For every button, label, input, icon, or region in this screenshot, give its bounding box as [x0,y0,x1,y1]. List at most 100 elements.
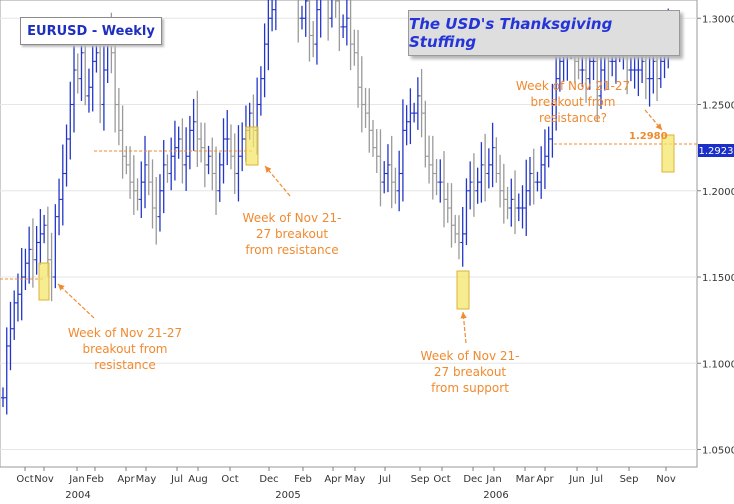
x-year-label: 2006 [483,490,508,501]
ohlc-bar [75,53,80,94]
ohlc-bar [68,81,73,160]
annotation-3: Week of Nov 21- 27 breakout from support [420,349,520,395]
ohlc-bar [143,135,148,209]
ohlc-bar [490,122,495,188]
ohlc-bar [314,0,319,65]
annotation-1: Week of Nov 21-27 breakout from resistan… [67,326,183,372]
ohlc-bar [128,146,133,199]
x-year-label: 2005 [275,490,300,501]
ohlc-bar [382,161,387,194]
x-tick-label: Dec [463,474,482,485]
ohlc-bar [524,159,529,236]
resistance-level-label: 1.2980 [629,131,668,142]
ohlc-bar [427,135,432,184]
ohlc-bar [169,137,174,191]
y-tick-label: 1.1500 [702,273,734,284]
x-tick-label: May [345,474,366,485]
ohlc-bar [658,51,663,88]
ohlc-bar [430,135,435,200]
ohlc-bar [486,148,491,189]
ohlc-bar [453,214,458,244]
ohlc-bar [176,126,181,159]
annotation-arrow [460,311,467,344]
ohlc-bar [434,159,439,196]
ohlc-bar [273,0,277,31]
annotation-arrows [57,109,663,344]
x-tick-label: Jun [568,474,585,485]
ohlc-bar [412,102,417,123]
ohlc-bar [146,150,151,196]
ohlc-bar [64,124,69,187]
ohlc-bar [341,14,346,39]
ohlc-bar [60,144,65,226]
ohlc-bar [98,32,103,124]
annotation-arrow [644,109,663,131]
ohlc-bar [23,248,28,291]
x-tick-label: Oct [433,474,450,485]
ohlc-bar [337,0,342,52]
ohlc-bar [423,100,428,168]
ohlc-bar [546,126,551,168]
ohlc-bar [131,155,136,215]
ohlc-bar [367,88,372,153]
ohlc-bar [374,128,379,174]
ohlc-bar [516,193,521,222]
ohlc-bar [329,0,333,28]
ohlc-bar [483,133,488,202]
ohlc-bar [397,150,402,212]
ohlc-bar [19,248,24,321]
ohlc-bar [598,55,603,109]
ohlc-bar [161,140,166,214]
ohlc-bar [334,0,338,18]
ohlc-bar [580,51,585,87]
x-tick-label: Apr [324,474,342,485]
ohlc-bar [30,218,35,288]
ohlc-bar [195,90,200,167]
ohlc-bar [352,29,357,66]
ohlc-bar [210,137,215,191]
ohlc-bar [464,178,469,246]
ohlc-bar [299,5,304,30]
ohlc-bar [38,209,43,265]
ohlc-bar [72,38,77,133]
ohlc-bar [445,182,450,223]
ohlc-bar [479,142,484,203]
ohlc-bar [12,290,17,340]
annotation-arrow [57,283,95,319]
y-tick-label: 1.3000 [702,14,734,25]
ohlc-bar [157,174,162,232]
ohlc-bar [150,159,155,229]
ohlc-bar [90,34,95,112]
ohlc-bar [535,171,540,192]
ohlc-bar [225,110,230,166]
ohlc-bar [404,105,409,146]
last-price-label: 1.2923 [699,146,734,157]
ohlc-bar [393,167,398,204]
x-tick-label: Nov [34,474,54,485]
ohlc-bar [438,159,443,203]
x-tick-label: Oct [221,474,238,485]
x-tick-label: Jul [590,474,603,485]
ohlc-bars [1,0,674,415]
ohlc-bar [270,0,275,32]
breakout-highlight [661,134,675,173]
ohlc-bar [475,167,480,204]
ohlc-bar [236,125,241,202]
ohlc-bar [471,153,476,217]
x-tick-label: Aug [188,474,208,485]
ohlc-bar [356,29,361,108]
last-price-tag [698,144,734,157]
ohlc-bar [15,273,20,322]
ohlc-bar [184,127,189,191]
ohlc-bar [266,0,271,71]
ohlc-bar [240,122,245,172]
x-tick-label: Oct [16,474,33,485]
y-tick-label: 1.1000 [702,359,734,370]
ohlc-bar [460,206,465,267]
ohlc-bar [307,0,312,62]
symbol-label: EURUSD - Weekly [27,23,155,39]
ohlc-bar [520,185,525,229]
ohlc-bar [27,226,32,284]
ohlc-bar [400,99,405,202]
ohlc-bar [53,204,58,289]
